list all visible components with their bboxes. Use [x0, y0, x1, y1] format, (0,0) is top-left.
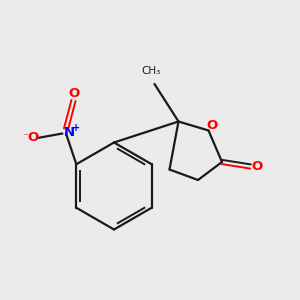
Text: N: N — [63, 126, 75, 140]
Text: O: O — [27, 131, 39, 144]
Text: O: O — [206, 118, 218, 132]
Text: O: O — [69, 87, 80, 101]
Text: O: O — [251, 160, 263, 173]
Text: CH₃: CH₃ — [141, 67, 160, 76]
Text: +: + — [72, 123, 81, 133]
Text: ⁻: ⁻ — [22, 132, 28, 142]
